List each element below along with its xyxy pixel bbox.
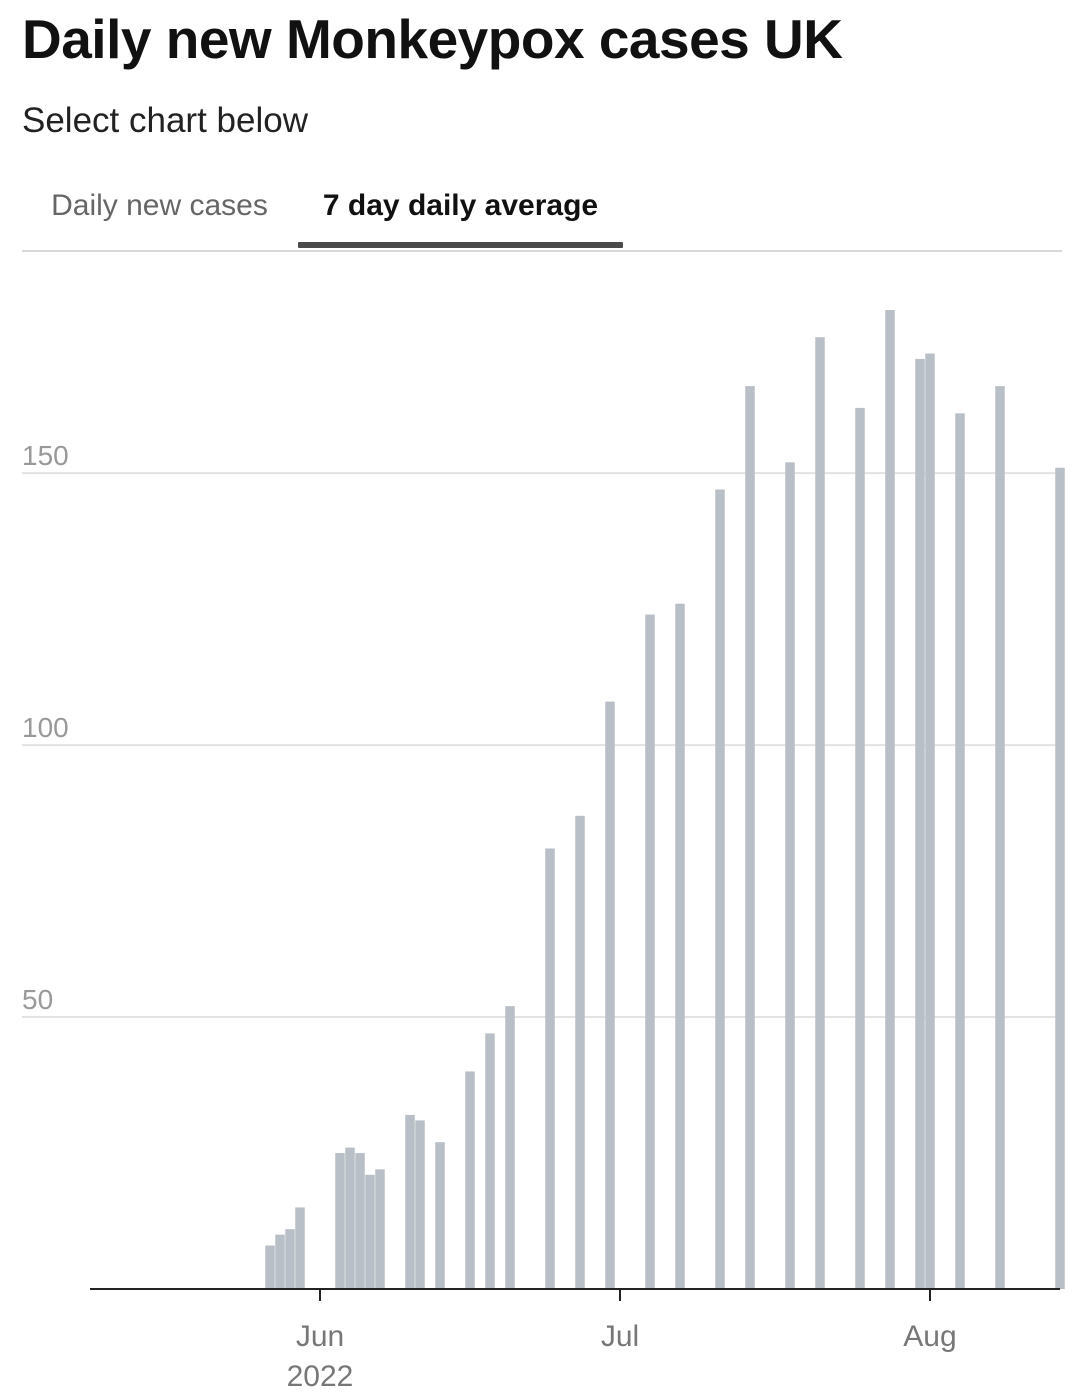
bar — [715, 489, 725, 1289]
bar — [995, 386, 1005, 1290]
tab-7-day-daily-average[interactable]: 7 day daily average — [298, 178, 623, 248]
bar — [415, 1120, 425, 1289]
bar-chart: 50 100 150 Jun 2022 Jul Aug — [22, 310, 1065, 1393]
bar — [605, 701, 615, 1289]
bar — [355, 1153, 365, 1289]
x-tick-label: Aug — [903, 1320, 956, 1353]
bar — [745, 386, 755, 1290]
bar — [295, 1207, 305, 1289]
bar — [785, 462, 795, 1289]
bar — [575, 815, 585, 1289]
bar — [265, 1245, 275, 1289]
y-tick-label: 100 — [22, 712, 69, 743]
bar — [1055, 467, 1065, 1289]
bar — [855, 407, 865, 1289]
bar — [485, 1033, 495, 1289]
bar — [345, 1147, 355, 1289]
bar — [675, 603, 685, 1289]
tab-daily-new-cases[interactable]: Daily new cases — [51, 189, 268, 222]
axes: Jun 2022 Jul Aug — [90, 1288, 1060, 1393]
bar — [375, 1169, 385, 1289]
bar — [505, 1006, 515, 1289]
bar — [815, 337, 825, 1289]
bar — [885, 310, 895, 1289]
bar — [405, 1114, 415, 1289]
bar — [925, 353, 935, 1289]
chart-tabs: Daily new cases 7 day daily average — [22, 178, 1062, 252]
bar — [545, 848, 555, 1289]
y-tick-label: 50 — [22, 984, 53, 1015]
grid-lines: 50 100 150 — [22, 440, 1060, 1019]
bar — [645, 614, 655, 1289]
bar — [955, 413, 965, 1289]
bar — [435, 1142, 445, 1289]
bar — [365, 1174, 375, 1289]
chart-subtitle: Select chart below — [22, 101, 308, 140]
bar — [275, 1234, 285, 1289]
y-tick-label: 150 — [22, 440, 69, 471]
bar — [915, 358, 925, 1289]
x-tick-label: Jun — [296, 1320, 344, 1353]
bar — [335, 1153, 345, 1289]
bar — [465, 1071, 475, 1289]
chart-title: Daily new Monkeypox cases UK — [22, 8, 843, 70]
x-tick-sublabel: 2022 — [287, 1360, 354, 1393]
x-tick-label: Jul — [601, 1320, 639, 1353]
bar — [285, 1229, 295, 1289]
bars — [265, 310, 1065, 1290]
